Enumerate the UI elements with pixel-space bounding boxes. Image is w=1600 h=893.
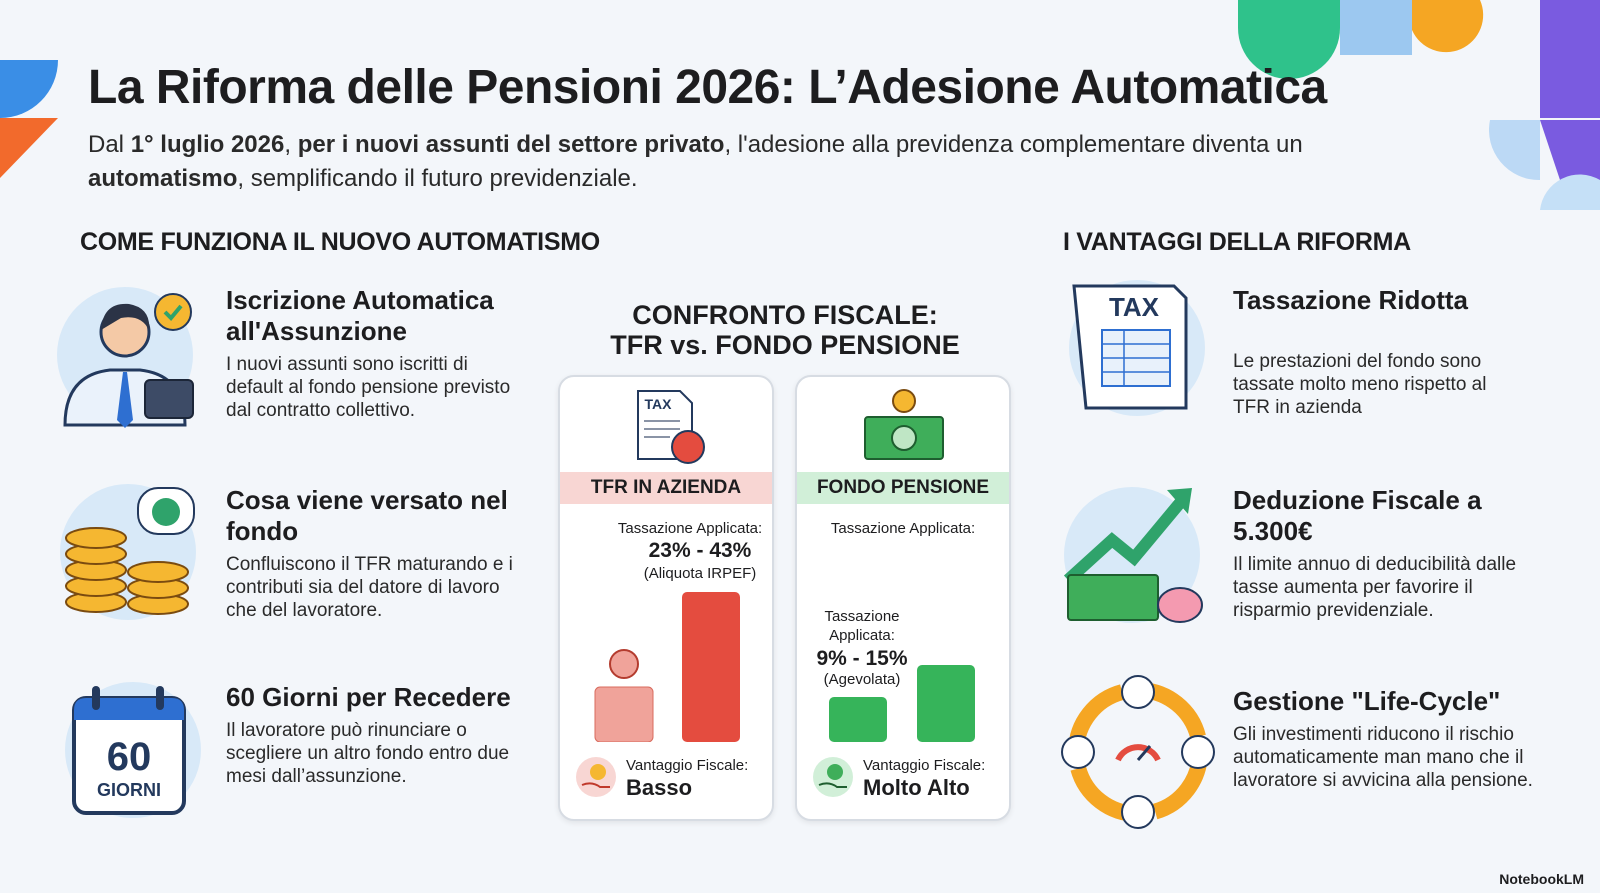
bars (594, 592, 740, 742)
icon-money (864, 389, 944, 460)
card-header: FONDO PENSIONE (797, 472, 1009, 504)
left-item: Cosa viene versato nel fondo Confluiscono… (226, 485, 526, 622)
right-item: Deduzione Fiscale a 5.300€ Il limite annu… (1233, 485, 1533, 622)
subtitle-bold: automatismo (88, 165, 238, 192)
compare-title: CONFRONTO FISCALE: TFR vs. FONDO PENSIONE (560, 300, 1010, 360)
icon-hand-coin (813, 757, 853, 797)
compare-title-line: TFR vs. FONDO PENSIONE (610, 330, 960, 360)
item-title: Deduzione Fiscale a 5.300€ (1233, 485, 1482, 546)
card-header: TFR IN AZIENDA (560, 472, 772, 504)
item-text: Gli investimenti riducono il rischio aut… (1233, 724, 1533, 791)
icon-employee (57, 287, 194, 428)
subtitle: Dal 1° luglio 2026, per i nuovi assunti … (88, 128, 1408, 196)
advantage-label: Vantaggio Fiscale: (863, 757, 986, 774)
card-tfr: TAX TFR IN AZIENDA Tassazione Applicata:… (558, 375, 774, 821)
item-text: Le prestazioni del fondo sono tassate mo… (1233, 351, 1487, 418)
item-title: Iscrizione Automatica all'Assunzione (226, 285, 494, 346)
calendar-number: 60 (107, 735, 152, 779)
icon-coins (60, 484, 196, 620)
icon-lifecycle (1061, 675, 1215, 829)
icon-tax-doc: TAX (637, 390, 705, 464)
calendar-label: GIORNI (97, 780, 161, 800)
tax-value: 23% - 43% (648, 539, 752, 562)
left-item: 60 Giorni per Recedere Il lavoratore può … (226, 682, 526, 788)
right-item: Tassazione Ridotta Le prestazioni del fon… (1233, 285, 1533, 419)
item-title: Cosa viene versato nel fondo (226, 485, 508, 546)
bars (829, 665, 975, 742)
subtitle-bold: 1° luglio 2026 (130, 131, 285, 158)
title: La Riforma delle Pensioni 2026: L’Adesio… (88, 61, 1327, 114)
section-title: I VANTAGGI DELLA RIFORMA (1063, 228, 1411, 256)
subtitle-part: , (284, 131, 298, 158)
advantage-label: Vantaggio Fiscale: (626, 757, 749, 774)
subtitle-part: , semplificando il futuro previdenziale. (237, 165, 638, 192)
item-text: Il lavoratore può rinunciare o scegliere… (226, 720, 510, 787)
icon-label: TAX (645, 396, 673, 412)
item-title: Tassazione Ridotta (1233, 285, 1469, 315)
item-title: 60 Giorni per Recedere (226, 682, 511, 712)
item-title: Gestione "Life-Cycle" (1233, 686, 1501, 716)
tax-note: (Agevolata) (823, 671, 901, 688)
right-item: Gestione "Life-Cycle" Gli investimenti ri… (1233, 686, 1533, 792)
tax-value: 9% - 15% (816, 647, 908, 670)
icon-calendar: 60 GIORNI (65, 682, 201, 818)
section-title: COME FUNZIONA IL NUOVO AUTOMATISMO (80, 228, 600, 256)
advantage: Basso (626, 775, 693, 800)
subtitle-part: Dal (88, 131, 131, 158)
advantage: Molto Alto (863, 775, 970, 800)
left-item: Iscrizione Automatica all'Assunzione I nu… (226, 285, 526, 422)
tax-label: Tassazione Applicata: (824, 608, 900, 644)
tax-label: Tassazione Applicata: (830, 520, 976, 537)
icon-tax-sheet: TAX (1069, 280, 1205, 416)
icon-growth (1063, 487, 1203, 623)
subtitle-part: , l'adesione alla previdenza complementa… (724, 131, 1303, 158)
icon-hand-coin (576, 757, 616, 797)
brand: NotebookLM (1499, 871, 1584, 887)
tax-label: Tassazione Applicata: (617, 520, 763, 537)
card-fondo: FONDO PENSIONE Tassazione Applicata: Tas… (795, 375, 1011, 821)
item-text: I nuovi assunti sono iscritti di default… (226, 354, 511, 421)
icon-label: TAX (1109, 292, 1160, 322)
tax-note: (Aliquota IRPEF) (643, 565, 757, 582)
subtitle-bold: per i nuovi assunti del settore privato (297, 131, 725, 158)
item-text: Il limite annuo di deducibilità dalle ta… (1233, 554, 1517, 621)
compare-title-line: CONFRONTO FISCALE: (632, 300, 938, 330)
item-text: Confluiscono il TFR maturando e i contri… (226, 554, 513, 621)
